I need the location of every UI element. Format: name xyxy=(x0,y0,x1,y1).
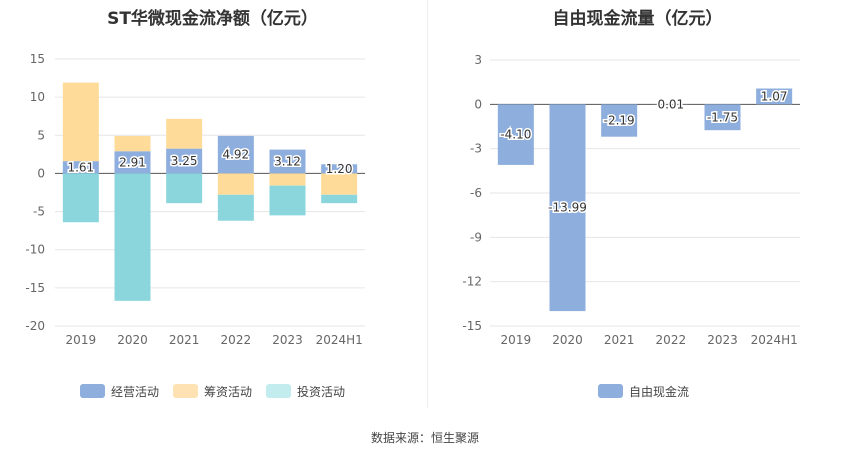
legend-label-operating: 经营活动 xyxy=(111,384,160,399)
legend-label-free-cash-flow: 自由现金流 xyxy=(629,384,690,399)
data-label-operating: 1.61 xyxy=(67,160,94,174)
bar-operating xyxy=(114,151,151,174)
legend-swatch-financing xyxy=(173,384,199,398)
bar-free-cash-flow xyxy=(549,104,586,312)
left-y-tick-label: -5 xyxy=(33,205,45,219)
legend-item-operating[interactable]: 经营活动 xyxy=(80,383,159,400)
bar-investing xyxy=(62,173,99,223)
data-source-note: 数据来源：恒生聚源 xyxy=(370,431,479,445)
bar-investing xyxy=(217,194,254,221)
left-x-tick-label: 2023 xyxy=(272,333,303,347)
bar-financing xyxy=(269,173,306,186)
right-x-tick-label: 2020 xyxy=(552,333,583,347)
left-x-tick-label: 2024H1 xyxy=(316,333,363,347)
bar-free-cash-flow xyxy=(756,88,793,105)
left-y-tick-label: 15 xyxy=(30,52,45,66)
bar-operating xyxy=(269,149,306,174)
right-chart-legend: 自由现金流 xyxy=(598,382,703,400)
right-x-tick-label: 2019 xyxy=(501,333,532,347)
bar-operating xyxy=(62,161,99,174)
data-label-operating: 3.25 xyxy=(171,154,198,168)
legend-item-financing[interactable]: 筹资活动 xyxy=(173,383,252,400)
left-x-tick-label: 2022 xyxy=(221,333,252,347)
legend-swatch-free-cash-flow xyxy=(598,384,623,398)
bar-free-cash-flow xyxy=(704,104,741,131)
bar-financing xyxy=(321,173,358,195)
right-x-tick-label: 2021 xyxy=(604,333,635,347)
bar-investing xyxy=(269,185,306,216)
bar-free-cash-flow xyxy=(601,104,638,137)
right-y-tick-label: -3 xyxy=(470,142,482,156)
bar-financing xyxy=(114,135,151,152)
right-y-tick-label: -12 xyxy=(462,275,482,289)
data-label-free-cash-flow: -4.10 xyxy=(500,128,531,142)
left-chart-legend: 经营活动 筹资活动 投资活动 xyxy=(80,382,359,400)
data-label-operating: 4.92 xyxy=(222,148,249,162)
bar-financing xyxy=(217,173,254,195)
left-y-tick-label: 10 xyxy=(30,90,45,104)
right-y-tick-label: -9 xyxy=(470,230,482,244)
left-y-tick-label: -20 xyxy=(25,319,45,333)
legend-swatch-investing xyxy=(266,384,292,398)
bar-free-cash-flow xyxy=(497,104,534,165)
right-y-tick-label: 3 xyxy=(474,53,482,67)
left-chart-title: ST华微现金流净额（亿元） xyxy=(107,9,318,29)
bar-investing xyxy=(114,173,151,301)
left-y-tick-label: -15 xyxy=(25,281,45,295)
right-y-tick-label: -6 xyxy=(470,186,482,200)
left-x-tick-label: 2019 xyxy=(66,333,97,347)
left-y-tick-label: 5 xyxy=(37,128,45,142)
bar-operating xyxy=(321,164,358,174)
left-y-tick-label: 0 xyxy=(37,166,45,180)
data-label-free-cash-flow: -1.75 xyxy=(707,110,738,124)
data-label-free-cash-flow: -2.19 xyxy=(604,114,635,128)
data-label-free-cash-flow: 0.01 xyxy=(657,97,684,111)
chart-divider xyxy=(427,0,428,408)
data-label-free-cash-flow: -13.99 xyxy=(548,201,587,215)
data-label-operating: 2.91 xyxy=(119,155,146,169)
bar-investing xyxy=(166,173,203,204)
legend-item-investing[interactable]: 投资活动 xyxy=(266,383,345,400)
right-x-tick-label: 2023 xyxy=(707,333,738,347)
left-x-tick-label: 2021 xyxy=(169,333,200,347)
data-label-operating: 1.20 xyxy=(326,162,353,176)
left-x-tick-label: 2020 xyxy=(117,333,148,347)
data-label-operating: 3.12 xyxy=(274,155,301,169)
right-y-tick-label: 0 xyxy=(474,97,482,111)
right-chart-title: 自由现金流量（亿元） xyxy=(552,9,723,29)
bar-investing xyxy=(321,194,358,204)
bar-financing xyxy=(62,82,99,162)
bar-operating xyxy=(217,135,254,174)
legend-label-investing: 投资活动 xyxy=(297,384,346,399)
right-x-tick-label: 2022 xyxy=(656,333,687,347)
right-x-tick-label: 2024H1 xyxy=(751,333,798,347)
legend-label-financing: 筹资活动 xyxy=(204,384,253,399)
right-y-tick-label: -15 xyxy=(462,319,482,333)
left-y-tick-label: -10 xyxy=(25,243,45,257)
bar-financing xyxy=(166,118,203,149)
legend-swatch-operating xyxy=(80,384,105,398)
bar-operating xyxy=(166,148,203,174)
data-label-free-cash-flow: 1.07 xyxy=(761,89,788,103)
legend-item-free-cash-flow[interactable]: 自由现金流 xyxy=(598,383,689,400)
